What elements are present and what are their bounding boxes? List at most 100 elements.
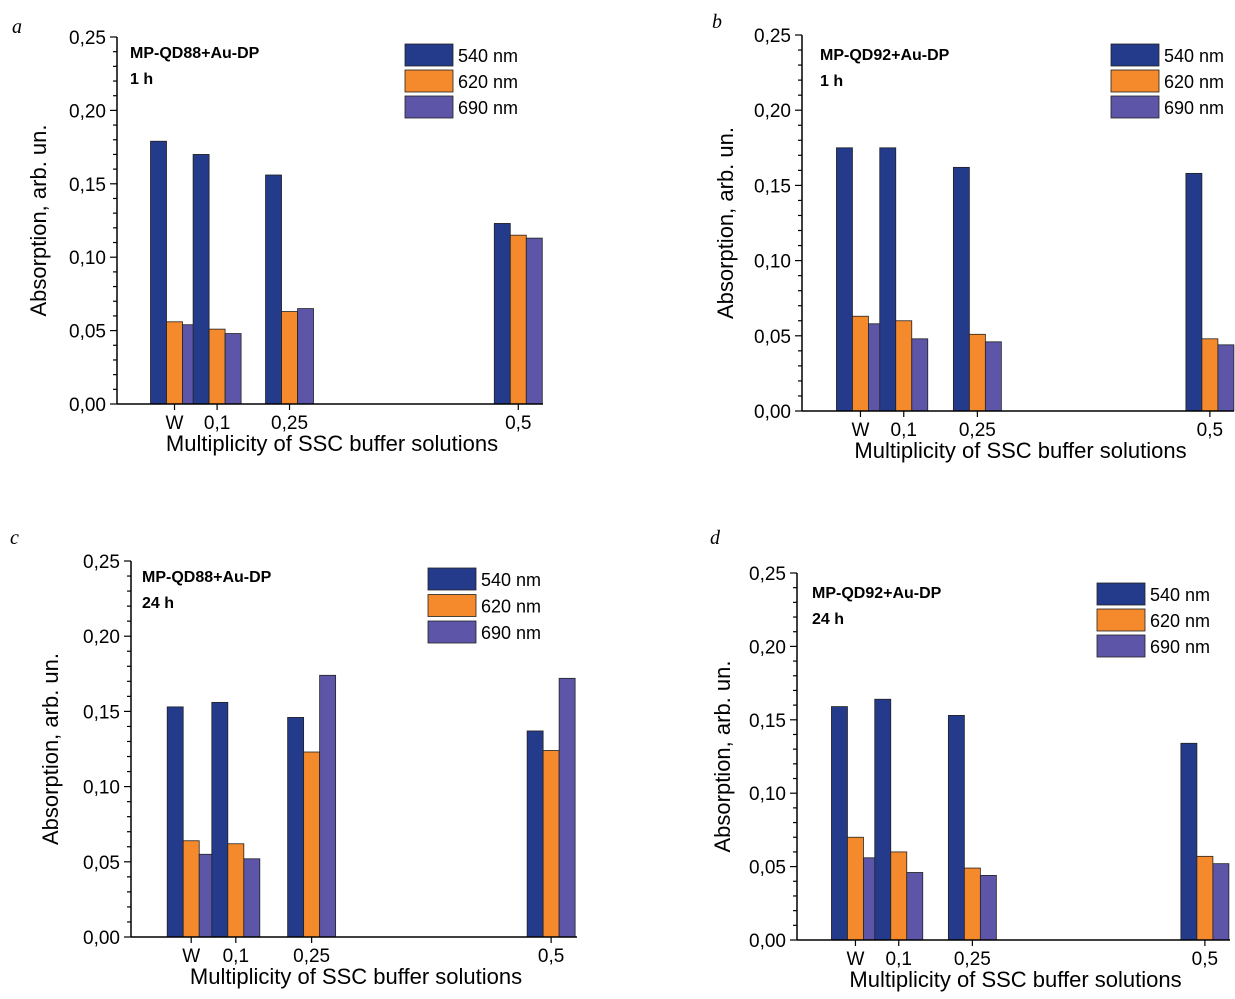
legend-swatch (427, 594, 477, 617)
x-tick-label: 0,5 (1197, 420, 1223, 441)
x-axis-title: Multiplicity of SSC buffer solutions (849, 967, 1181, 992)
bar-690nm-0_1 (911, 338, 929, 412)
sample-annotation: MP-QD92+Au-DP (812, 585, 942, 602)
y-tick-label: 0,20 (83, 627, 120, 648)
y-tick-label: 0,10 (749, 784, 786, 805)
y-axis-title: Absorption, arb. un. (26, 124, 51, 316)
panel-d: dW 0,1 0,25 0,50,000,050,100,150,200,25Mult… (710, 527, 1230, 992)
bar-690nm-0_1 (906, 872, 924, 941)
bar-540nm-W (166, 706, 184, 938)
sample-annotation: MP-QD92+Au-DP (820, 47, 950, 64)
legend-label: 690 nm (458, 98, 518, 118)
bar-620nm-W (847, 836, 864, 941)
x-tick-label: 0,25 (959, 420, 996, 441)
x-tick-label: 0,5 (538, 946, 564, 967)
y-tick-label: 0,25 (83, 552, 120, 573)
panel-letter: b (712, 11, 722, 33)
y-axis-title: Absorption, arb. un. (710, 660, 735, 852)
bar-540nm-0_25 (947, 714, 965, 941)
panel-c: cW 0,1 0,25 0,50,000,050,100,150,200,25Mult… (10, 527, 577, 989)
time-annotation: 1 h (130, 71, 153, 88)
bar-690nm-0_5 (525, 237, 543, 405)
y-tick-label: 0,15 (754, 176, 791, 197)
x-tick-label: 0,5 (1192, 949, 1218, 970)
y-tick-label: 0,00 (749, 931, 786, 952)
x-tick-label: W (851, 420, 869, 441)
y-tick-label: 0,15 (83, 702, 120, 723)
legend-swatch (427, 567, 477, 591)
y-axis-title: Absorption, arb. un. (38, 653, 63, 845)
y-tick-label: 0,00 (83, 928, 120, 949)
x-tick-label: 0,1 (204, 413, 230, 434)
x-tick-label: 0,25 (271, 413, 308, 434)
x-tick-label: W (846, 949, 864, 970)
sample-annotation: MP-QD88+Au-DP (142, 569, 272, 586)
y-tick-label: 0,05 (83, 853, 120, 874)
y-tick-label: 0,20 (69, 101, 106, 122)
x-tick-label: W (182, 946, 200, 967)
legend-label: 620 nm (1164, 72, 1224, 92)
legend-label: 690 nm (1150, 637, 1210, 657)
y-tick-label: 0,15 (69, 175, 106, 196)
x-tick-label: 0,1 (223, 946, 249, 967)
bar-620nm-W (166, 321, 183, 405)
legend-swatch (404, 69, 454, 93)
y-tick-label: 0,05 (69, 322, 106, 343)
legend-swatch (1096, 634, 1146, 658)
legend-swatch (1096, 582, 1146, 606)
bar-690nm-0_1 (243, 858, 261, 938)
y-tick-label: 0,00 (754, 402, 791, 423)
y-tick-label: 0,25 (69, 28, 106, 49)
bar-690nm-0_25 (984, 341, 1002, 412)
legend-swatch (404, 43, 454, 67)
x-tick-label: 0,25 (293, 946, 330, 967)
legend-swatch (1110, 43, 1160, 67)
legend-swatch (1110, 69, 1160, 93)
bar-620nm-0_25 (281, 311, 298, 405)
bar-540nm-0_5 (526, 730, 544, 938)
legend-swatch (404, 95, 454, 119)
bar-620nm-0_1 (890, 851, 908, 941)
x-axis-title: Multiplicity of SSC buffer solutions (166, 431, 498, 456)
y-tick-label: 0,10 (69, 248, 106, 269)
bar-690nm-0_25 (297, 308, 314, 405)
bar-690nm-0_5 (558, 677, 576, 938)
bar-540nm-W (836, 147, 853, 412)
bar-690nm-0_1 (224, 333, 242, 405)
y-tick-label: 0,25 (749, 564, 786, 585)
bar-540nm-0_25 (952, 166, 970, 412)
x-tick-label: 0,5 (505, 413, 531, 434)
bar-620nm-0_5 (542, 750, 560, 938)
bar-620nm-W (182, 840, 200, 938)
bar-540nm-0_25 (265, 174, 282, 405)
x-tick-label: W (166, 413, 184, 434)
panel-letter: a (12, 16, 22, 38)
bar-690nm-0_25 (979, 875, 997, 941)
bar-540nm-0_1 (874, 698, 892, 941)
bar-540nm-W (150, 140, 167, 405)
bar-620nm-W (852, 315, 869, 412)
bar-620nm-0_25 (963, 867, 981, 941)
bar-620nm-0_5 (1201, 338, 1219, 412)
bar-540nm-0_25 (287, 717, 305, 938)
y-tick-label: 0,20 (754, 101, 791, 122)
bar-620nm-0_5 (1196, 855, 1214, 941)
panel-b: bW 0,1 0,25 0,50,000,050,100,150,200,25Mult… (712, 11, 1235, 463)
bar-620nm-0_1 (208, 328, 226, 405)
legend-label: 620 nm (481, 597, 541, 617)
x-tick-label: 0,1 (886, 949, 912, 970)
legend-label: 540 nm (458, 46, 518, 66)
time-annotation: 1 h (820, 73, 843, 90)
legend-label: 620 nm (458, 72, 518, 92)
y-tick-label: 0,05 (749, 858, 786, 879)
time-annotation: 24 h (812, 611, 844, 628)
bar-540nm-W (831, 706, 848, 941)
y-axis-title: Absorption, arb. un. (713, 127, 738, 319)
y-tick-label: 0,10 (83, 778, 120, 799)
sample-annotation: MP-QD88+Au-DP (130, 45, 260, 62)
bar-620nm-0_1 (895, 320, 913, 412)
bar-620nm-0_25 (303, 751, 321, 938)
bar-540nm-0_1 (211, 701, 229, 938)
y-tick-label: 0,20 (749, 637, 786, 658)
